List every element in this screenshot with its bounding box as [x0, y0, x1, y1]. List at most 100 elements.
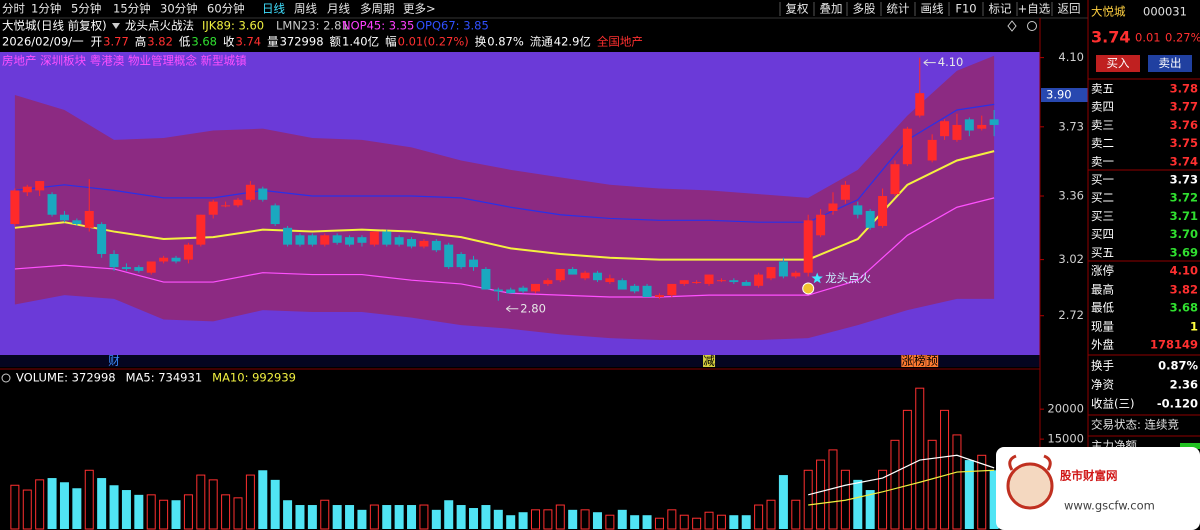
period-tab[interactable]: 分时: [2, 2, 25, 16]
candle-body: [221, 205, 231, 207]
volume-bar: [543, 509, 553, 530]
y-tick-label: 20000: [1047, 402, 1084, 416]
candle-body: [456, 254, 466, 268]
event-marker[interactable]: 涨: [902, 354, 914, 368]
volume-bar: [630, 515, 640, 529]
volume-bar: [10, 484, 20, 530]
candle-body: [72, 220, 82, 225]
toolbar-button[interactable]: 多股: [853, 2, 876, 16]
candle-body: [803, 220, 813, 273]
volume-bar: [878, 469, 888, 530]
panel-icon: [1, 373, 11, 383]
event-strip: [0, 355, 1040, 367]
row-label: 现量: [1091, 320, 1114, 334]
volume-bar: [171, 500, 181, 529]
candle-body: [989, 119, 999, 125]
candle-body: [431, 240, 441, 251]
logo-box: [996, 447, 1200, 530]
trade-status: 交易状态: 连续竞: [1091, 418, 1179, 432]
candle-body: [927, 139, 937, 161]
toolbar-button[interactable]: 复权: [786, 2, 809, 16]
candle-body: [22, 186, 32, 193]
period-tab[interactable]: 1分钟: [31, 2, 61, 16]
period-tab[interactable]: 60分钟: [207, 2, 245, 16]
volume-bar: [927, 439, 937, 530]
period-tab[interactable]: 日线: [262, 2, 285, 16]
buy-label[interactable]: 买入: [1107, 56, 1130, 70]
toolbar-button[interactable]: 叠加: [820, 2, 843, 16]
volume-bar: [890, 439, 900, 530]
volume-bar: [419, 504, 429, 530]
candle-body: [419, 240, 429, 247]
volume-bar: [778, 475, 788, 529]
volume-ma-line: [808, 454, 995, 496]
toolbar-button[interactable]: 返回: [1058, 2, 1081, 16]
concepts: 房地产 深圳板块 粤港澳 物业管理概念 新型城镇: [2, 54, 247, 68]
candle-body: [530, 283, 540, 292]
volume-bar: [121, 490, 131, 529]
candle-body: [196, 214, 206, 245]
volume-bar: [295, 505, 305, 529]
quote-label: 收: [223, 35, 235, 49]
indicator-legend: LMN23: 2.81: [276, 19, 349, 33]
event-marker[interactable]: 榜: [914, 354, 926, 368]
volume-bar: [506, 515, 516, 529]
quote-value: 3.68: [191, 35, 217, 49]
candle-body: [307, 235, 317, 245]
volume-bar: [642, 515, 652, 529]
volume-bar: [654, 517, 664, 530]
candle-body: [345, 237, 355, 245]
candle-body: [766, 267, 776, 279]
period-tab[interactable]: 30分钟: [160, 2, 198, 16]
period-tab[interactable]: 多周期: [360, 2, 395, 16]
candle-body: [754, 274, 764, 286]
quote-label: 低: [179, 35, 191, 49]
sell-button[interactable]: [1148, 55, 1192, 72]
candle-body: [878, 196, 888, 226]
candle-body: [977, 124, 987, 129]
y-tick-label: 3.36: [1058, 189, 1084, 203]
volume-bar: [865, 490, 875, 529]
candle-body: [134, 267, 144, 271]
quote-panel-bg: [1088, 0, 1200, 530]
volume-bar: [605, 514, 615, 530]
period-tab[interactable]: 5分钟: [71, 2, 101, 16]
event-box: [926, 355, 939, 367]
event-marker[interactable]: 预: [926, 354, 938, 368]
buy-button[interactable]: [1096, 55, 1140, 72]
candle-body: [283, 227, 293, 245]
candle-body: [890, 164, 900, 195]
volume-bar: [35, 479, 45, 530]
event-marker[interactable]: 财: [108, 354, 120, 368]
toolbar-button[interactable]: 统计: [887, 2, 910, 16]
volume-bar: [345, 505, 355, 529]
period-tab[interactable]: 月线: [327, 2, 350, 16]
toolbar-button[interactable]: 标记: [989, 2, 1012, 16]
row-value: 3.78: [1170, 82, 1198, 96]
volume-bar: [382, 505, 392, 529]
annotation-label: 2.80: [520, 301, 546, 315]
row-value: 3.74: [1170, 154, 1198, 168]
period-tab[interactable]: 更多>: [403, 2, 436, 16]
price-pct: 0.27%: [1165, 31, 1200, 45]
volume-bar: [716, 514, 726, 530]
toolbar-button[interactable]: F10: [955, 2, 976, 16]
chart-subtitle[interactable]: 龙头点火战法: [125, 19, 194, 33]
toolbar-button[interactable]: +自选: [1018, 2, 1051, 16]
event-marker[interactable]: 减: [703, 354, 715, 368]
toolbar-button[interactable]: 画线: [921, 2, 944, 16]
period-tab[interactable]: 周线: [294, 2, 317, 16]
row-label: 卖五: [1091, 82, 1114, 96]
candle-body: [692, 282, 702, 284]
period-tab[interactable]: 15分钟: [113, 2, 151, 16]
candle-body: [704, 274, 714, 284]
sell-label[interactable]: 卖出: [1159, 56, 1182, 70]
quote-value: 372998: [280, 35, 324, 49]
candle-body: [964, 119, 974, 131]
row-value: 3.72: [1170, 191, 1198, 205]
quote-value: 3.77: [103, 35, 129, 49]
volume-bar: [394, 505, 404, 529]
indicator-legend: OPQ67: 3.85: [416, 19, 489, 33]
candle-body: [35, 181, 45, 191]
row-label: 买二: [1091, 191, 1114, 205]
